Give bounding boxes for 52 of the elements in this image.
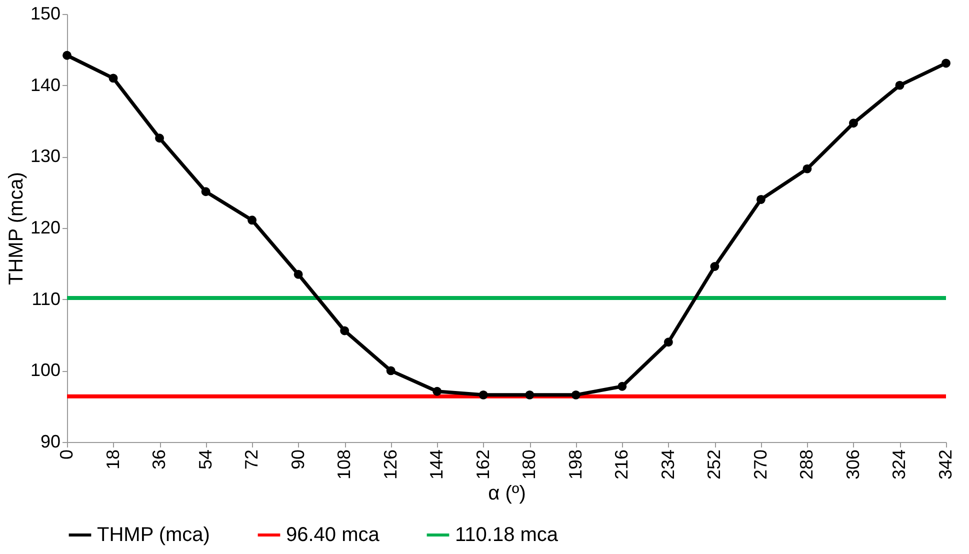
point: [756, 195, 766, 204]
y-tick-label: 150: [30, 4, 60, 24]
point: [895, 80, 904, 90]
x-tick-label: 270: [750, 450, 770, 480]
x-tick-label: 216: [612, 450, 632, 480]
legend-label: 96.40 mca: [286, 524, 380, 546]
x-tick-label: 306: [842, 450, 863, 480]
x-tick-label: 36: [149, 450, 170, 470]
point: [386, 366, 396, 376]
point: [942, 58, 950, 68]
point: [618, 382, 627, 391]
point: [201, 187, 210, 196]
y-tick-label: 90: [40, 432, 60, 452]
x-tick-label: 54: [195, 450, 216, 470]
x-tick-label: 108: [334, 450, 354, 480]
x-tick-label: 288: [796, 450, 817, 480]
x-tick-label: 198: [565, 450, 586, 480]
point: [710, 262, 720, 271]
point: [478, 390, 488, 400]
x-tick-label: 324: [889, 450, 910, 480]
point: [432, 386, 442, 396]
y-tick-label: 100: [30, 360, 60, 380]
x-tick-label: 252: [704, 450, 724, 480]
y-tick-label: 110: [32, 288, 60, 309]
point: [849, 118, 858, 128]
x-tick-label: 126: [380, 450, 400, 480]
point: [248, 216, 257, 225]
point: [108, 74, 118, 83]
x-tick-label: 162: [472, 450, 493, 480]
x-tick-label: 234: [658, 450, 678, 480]
y-tick-label: 130: [30, 146, 60, 166]
x-tick-label: 144: [426, 450, 447, 480]
x-tick-label: 180: [519, 450, 540, 480]
legend-label: THMP (mca): [97, 524, 210, 546]
point: [802, 164, 812, 174]
legend-label: 110.18 mca: [455, 524, 559, 546]
point: [525, 390, 534, 400]
point: [294, 270, 303, 279]
x-tick-label: 18: [102, 450, 123, 470]
point: [340, 326, 350, 336]
point: [571, 390, 580, 400]
x-tick-label: 90: [288, 450, 308, 470]
x-axis-title: α (º): [488, 482, 526, 505]
y-tick-label: 140: [30, 74, 60, 95]
x-tick-label: 0: [56, 450, 76, 460]
point: [155, 134, 164, 143]
point: [664, 338, 673, 347]
x-tick-label: 342: [936, 450, 956, 480]
y-axis-title: THMP (mca): [5, 172, 28, 285]
x-tick-label: 72: [242, 450, 262, 470]
point: [62, 50, 72, 60]
y-tick-label: 120: [30, 218, 60, 238]
